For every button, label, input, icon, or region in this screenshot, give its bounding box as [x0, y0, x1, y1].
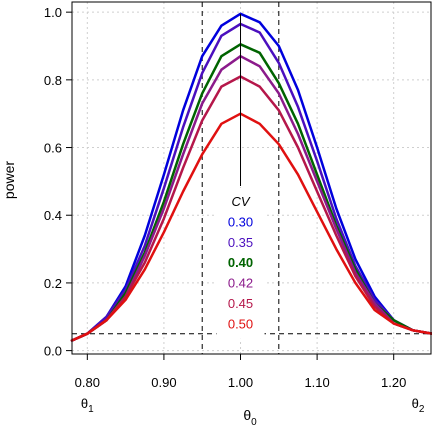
- y-axis-title: power: [1, 161, 17, 199]
- x-tick-label: 0.90: [151, 375, 176, 390]
- series-line-cv-0-50: [70, 112, 432, 342]
- legend-entry-cv-0-40: 0.40: [228, 255, 253, 270]
- theta-label-subscript: 2: [419, 404, 425, 415]
- series-lines: [70, 12, 432, 342]
- y-tick-label: 1.0: [44, 5, 62, 20]
- x-tick-label: 1.10: [304, 375, 329, 390]
- legend: CV 0.30 0.35 0.40 0.42 0.45 0.50: [216, 188, 265, 339]
- x-tick-label: 1.00: [228, 375, 253, 390]
- x-axis-title-symbol: θ: [243, 407, 251, 423]
- legend-entry-cv-0-30: 0.30: [228, 214, 253, 229]
- x-axis-title: θ0: [243, 407, 257, 428]
- y-tick-label: 0.6: [44, 141, 62, 156]
- series-line-cv-0-35: [70, 22, 432, 342]
- series-line-cv-0-45: [70, 75, 432, 342]
- theta-label-subscript: 1: [88, 404, 94, 415]
- plot-frame: [71, 1, 432, 355]
- x-tick-label: 0.80: [75, 375, 100, 390]
- x-axis-title-subscript: 0: [251, 417, 257, 428]
- theta-label: θ1: [81, 396, 94, 415]
- legend-background: [216, 188, 265, 339]
- legend-entry-cv-0-42: 0.42: [228, 276, 253, 291]
- theta-label: θ2: [412, 396, 425, 415]
- legend-entry-cv-0-45: 0.45: [228, 296, 253, 311]
- series-line-cv-0-30: [70, 12, 432, 342]
- theta-label-symbol: θ: [412, 396, 419, 411]
- y-tick-label: 0.2: [44, 276, 62, 291]
- theta-label-symbol: θ: [81, 396, 88, 411]
- y-tick-label: 0.4: [44, 208, 62, 223]
- x-tick-label: 1.20: [381, 375, 406, 390]
- legend-entry-cv-0-35: 0.35: [228, 235, 253, 250]
- legend-title: CV: [231, 194, 250, 209]
- y-tick-label: 0.8: [44, 73, 62, 88]
- y-tick-label: 0.0: [44, 344, 62, 359]
- legend-entry-cv-0-50: 0.50: [228, 316, 253, 331]
- y-axis: 0.0 0.2 0.4 0.6 0.8 1.0: [44, 5, 72, 359]
